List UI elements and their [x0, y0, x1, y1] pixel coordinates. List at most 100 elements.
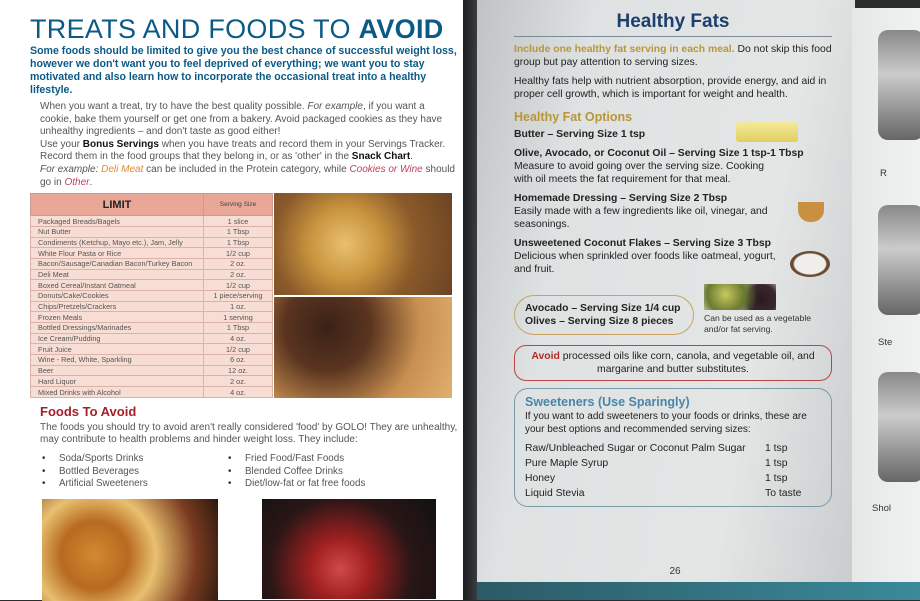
sweetener-row: Liquid Stevia To taste: [525, 486, 821, 501]
title-divider: [514, 36, 832, 37]
food-cell: Hard Liquor: [30, 375, 204, 388]
foods-to-avoid-text: The foods you should try to avoid aren't…: [40, 421, 458, 446]
serving-size-cell: 4 oz.: [203, 332, 273, 345]
fast-food-photo: [42, 498, 218, 601]
paragraph-bonus: Use your Bonus Servings when you have tr…: [40, 138, 446, 163]
serving-size-cell: 1 slice: [203, 215, 273, 227]
option-coconut: Unsweetened Coconut Flakes – Serving Siz…: [514, 237, 832, 277]
sweetener-name: Raw/Unbleached Sugar or Coconut Palm Sug…: [525, 443, 746, 454]
left-page-content: TREATS AND FOODS TO AVOID Some foods sho…: [30, 14, 458, 601]
serving-size-cell: 6 oz.: [203, 354, 273, 366]
table-row: Bottled Dressings/Marinades 1 Tbsp: [30, 322, 273, 334]
table-row: Beer 12 oz.: [30, 364, 273, 377]
food-cell: Bacon/Sausage/Canadian Bacon/Turkey Baco…: [30, 257, 204, 270]
sweetener-amount: 1 tsp: [765, 458, 788, 469]
page-number: 26: [669, 566, 681, 577]
chocolates-cookies-photo: [274, 296, 452, 398]
list-item: Bottled Beverages: [42, 466, 228, 479]
food-cell: Donuts/Cake/Cookies: [30, 289, 204, 302]
sweetener-amount: To taste: [765, 488, 802, 499]
healthy-fats-title: Healthy Fats: [616, 11, 730, 32]
serving-size-cell: 1 Tbsp: [203, 322, 273, 334]
food-cell: Beer: [30, 364, 204, 377]
page-subtitle: Some foods should be limited to give you…: [30, 45, 457, 96]
butter-image: [736, 122, 798, 142]
table-row: Bacon/Sausage/Canadian Bacon/Turkey Baco…: [30, 257, 273, 270]
food-cell: Ice Cream/Pudding: [30, 332, 204, 345]
snacks-photo: [274, 193, 452, 295]
food-cell: Condiments (Ketchup, Mayo etc.), Jam, Je…: [30, 236, 204, 249]
exercise-photo: [878, 30, 920, 140]
photo-label: R: [880, 168, 887, 179]
serving-size-cell: 1/2 cup: [203, 247, 273, 259]
exercise-photo: [878, 372, 920, 482]
background-fabric: [477, 582, 920, 600]
avoid-list-2: Fried Food/Fast FoodsBlended Coffee Drin…: [228, 453, 365, 491]
sweetener-amount: 1 tsp: [765, 443, 788, 454]
serving-size-cell: 1/2 cup: [203, 279, 273, 291]
avoid-box: Avoid processed oils like corn, canola, …: [514, 345, 832, 381]
right-page-content: Healthy Fats Include one healthy fat ser…: [514, 10, 832, 507]
list-item: Blended Coffee Drinks: [228, 466, 365, 479]
exercise-photo: [878, 205, 920, 315]
soda-photo: [262, 498, 436, 599]
sweetener-name: Honey: [525, 473, 556, 484]
table-row: Boxed Cereal/Instant Oatmeal 1/2 cup: [30, 279, 273, 291]
serving-size-cell: 1 Tbsp: [203, 225, 273, 238]
avocado-olives-row: Avocado – Serving Size 1/4 cup Olives – S…: [514, 284, 832, 335]
serving-size-cell: 2 oz.: [203, 257, 273, 270]
page-title: TREATS AND FOODS TO AVOID: [30, 14, 444, 44]
food-cell: Boxed Cereal/Instant Oatmeal: [30, 279, 204, 291]
table-and-photos: LIMIT Serving Size Packaged Breads/Bagels…: [30, 193, 458, 398]
sweetener-row: Raw/Unbleached Sugar or Coconut Palm Sug…: [525, 441, 821, 456]
sweeteners-text: If you want to add sweeteners to your fo…: [525, 411, 807, 435]
sweetener-name: Pure Maple Syrup: [525, 458, 609, 469]
table-row: White Flour Pasta or Rice 1/2 cup: [30, 247, 273, 259]
sweeteners-box: Sweeteners (Use Sparingly) If you want t…: [514, 388, 832, 507]
serving-size-cell: 2 oz.: [203, 375, 273, 388]
option-dressing: Homemade Dressing – Serving Size 2 Tbsp E…: [514, 192, 832, 231]
table-row: Donuts/Cake/Cookies 1 piece/serving: [30, 289, 273, 302]
bottom-photos: [42, 498, 458, 601]
list-item: Diet/low-fat or fat free foods: [228, 478, 365, 491]
intro-text: Include one healthy fat serving in each …: [514, 44, 832, 68]
table-row: Hard Liquor 2 oz.: [30, 375, 273, 388]
table-row: Frozen Meals 1 serving: [30, 311, 273, 324]
bubble-note: Can be used as a vegetable and/or fat se…: [704, 313, 812, 334]
sweeteners-title: Sweeteners (Use Sparingly): [525, 395, 690, 409]
sweetener-amount: 1 tsp: [765, 473, 788, 484]
serving-size-cell: 1 serving: [203, 311, 273, 324]
serving-size-cell: 1/2 cup: [203, 343, 273, 356]
food-cell: Frozen Meals: [30, 311, 204, 324]
column-header: LIMIT: [30, 193, 204, 217]
avocado-olives-image: [704, 284, 776, 310]
food-cell: Nut Butter: [30, 225, 204, 238]
food-cell: Chips/Pretzels/Crackers: [30, 300, 204, 313]
dressing-image: [798, 202, 824, 222]
food-cell: Bottled Dressings/Marinades: [30, 322, 204, 334]
table-row: Chips/Pretzels/Crackers 1 oz.: [30, 300, 273, 313]
table-row: Nut Butter 1 Tbsp: [30, 225, 273, 238]
serving-size-cell: 1 oz.: [203, 300, 273, 313]
sweetener-name: Liquid Stevia: [525, 488, 585, 499]
right-page: [477, 0, 855, 585]
column-header: Serving Size: [203, 193, 273, 217]
options-heading: Healthy Fat Options: [514, 110, 633, 124]
treat-photos: [274, 193, 452, 398]
food-cell: Packaged Breads/Bagels: [30, 215, 204, 227]
photo-label: Ste: [878, 337, 893, 348]
sweetener-row: Pure Maple Syrup 1 tsp: [525, 456, 821, 471]
food-cell: Fruit Juice: [30, 343, 204, 356]
option-oil: Olive, Avocado, or Coconut Oil – Serving…: [514, 148, 804, 185]
avocado-olives-bubble: Avocado – Serving Size 1/4 cup Olives – S…: [514, 295, 694, 335]
foods-to-avoid-heading: Foods To Avoid: [40, 403, 137, 419]
table-row: Mixed Drinks with Alcohol 4 oz.: [30, 386, 273, 398]
photo-label: Shol: [872, 503, 892, 514]
list-item: Fried Food/Fast Foods: [228, 453, 365, 466]
book-spine: [463, 0, 477, 600]
table-row: Condiments (Ketchup, Mayo etc.), Jam, Je…: [30, 236, 273, 249]
avoid-lists: Soda/Sports DrinksBottled BeveragesArtif…: [42, 453, 458, 491]
food-cell: Wine - Red, White, Sparkling: [30, 354, 204, 366]
serving-size-cell: 2 oz.: [203, 268, 273, 281]
serving-size-cell: 1 Tbsp: [203, 236, 273, 249]
